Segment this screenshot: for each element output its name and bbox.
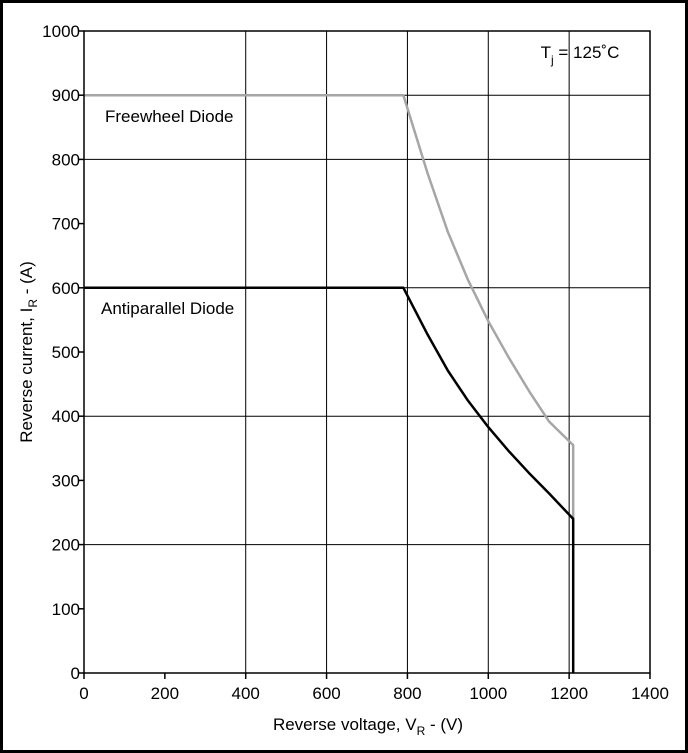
x-axis-label: Reverse voltage, VR - (V) (273, 715, 463, 738)
y-tick-labels: 0 100 200 300 400 500 600 700 800 900 1000 (42, 22, 84, 683)
y-tick-label: 0 (71, 664, 80, 683)
y-tick-label: 100 (52, 600, 80, 619)
y-tick-label: 400 (52, 407, 80, 426)
x-tick-label: 400 (232, 684, 260, 703)
x-tick-label: 600 (312, 684, 340, 703)
series-line-1 (84, 93, 575, 519)
x-tick-labels: 0 200 400 600 800 1000 1200 1400 (79, 673, 669, 703)
y-axis-label: Reverse current, IR - (A) (17, 261, 40, 443)
x-tick-label: 0 (79, 684, 88, 703)
y-tick-label: 500 (52, 343, 80, 362)
series-label-2: Antiparallel Diode (101, 299, 234, 318)
x-tick-label: 200 (151, 684, 179, 703)
y-tick-label: 900 (52, 86, 80, 105)
x-tick-label: 800 (393, 684, 421, 703)
x-tick-label: 1400 (631, 684, 669, 703)
condition-annotation: Tj = 125˚C (541, 43, 620, 67)
series-labels: Freewheel Diode Antiparallel Diode (101, 107, 234, 318)
y-tick-label: 700 (52, 215, 80, 234)
y-tick-label: 200 (52, 536, 80, 555)
y-tick-label: 800 (52, 150, 80, 169)
series-lines (84, 93, 575, 673)
y-tick-label: 1000 (42, 22, 80, 41)
series-line-2 (84, 286, 575, 673)
y-tick-label: 300 (52, 471, 80, 490)
x-tick-label: 1200 (550, 684, 588, 703)
x-tick-label: 1000 (469, 684, 507, 703)
series-label-1: Freewheel Diode (105, 107, 234, 126)
y-tick-label: 600 (52, 279, 80, 298)
plot-area-border (83, 30, 651, 674)
